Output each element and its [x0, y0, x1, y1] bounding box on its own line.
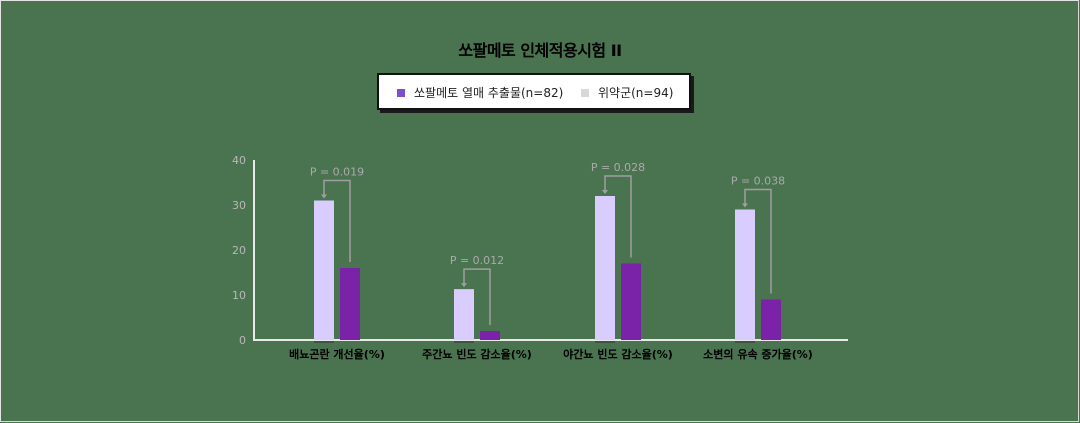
chart-title: 쏘팔메토 인체적용시험 II — [458, 41, 622, 60]
y-tick-label: 40 — [232, 154, 246, 167]
y-tick-label: 0 — [239, 334, 246, 347]
legend-swatch-extract — [397, 88, 405, 97]
p-value-label: P = 0.012 — [450, 254, 504, 267]
bar-extract — [340, 268, 360, 340]
bar-placebo — [595, 196, 615, 340]
x-category-label: 주간뇨 빈도 감소율(%) — [422, 347, 532, 361]
legend: 쏘팔메토 열매 추출물(n=82) 위약군(n=94) — [377, 73, 691, 110]
significance-bracket — [323, 179, 351, 262]
arrow-down-icon — [742, 203, 748, 208]
p-value-label: P = 0.038 — [731, 175, 785, 188]
bar-extract — [480, 331, 500, 340]
legend-item-placebo: 위약군(n=94) — [581, 84, 673, 101]
legend-label-placebo: 위약군(n=94) — [598, 86, 674, 100]
bar-placebo — [735, 209, 755, 340]
arrow-down-icon — [461, 283, 467, 288]
significance-bracket — [463, 268, 491, 325]
p-value-label: P = 0.019 — [310, 166, 364, 179]
p-value-label: P = 0.028 — [591, 161, 645, 174]
y-tick-label: 30 — [232, 199, 246, 212]
significance-bracket — [744, 188, 772, 294]
y-tick-label: 20 — [232, 244, 246, 257]
x-category-label: 배뇨곤란 개선율(%) — [289, 347, 385, 361]
y-tick-label: 10 — [232, 289, 246, 302]
bar-extract — [761, 299, 781, 340]
legend-swatch-placebo — [581, 88, 589, 97]
significance-bracket — [604, 175, 632, 258]
x-category-label: 소변의 유속 증가율(%) — [703, 347, 813, 361]
x-category-label: 야간뇨 빈도 감소율(%) — [563, 347, 673, 361]
bar-placebo — [454, 289, 474, 340]
bar-extract — [621, 263, 641, 340]
bar-placebo — [314, 200, 334, 340]
legend-label-extract: 쏘팔메토 열매 추출물(n=82) — [414, 86, 564, 100]
arrow-down-icon — [321, 194, 327, 199]
arrow-down-icon — [602, 190, 608, 194]
legend-item-extract: 쏘팔메토 열매 추출물(n=82) — [397, 84, 563, 101]
